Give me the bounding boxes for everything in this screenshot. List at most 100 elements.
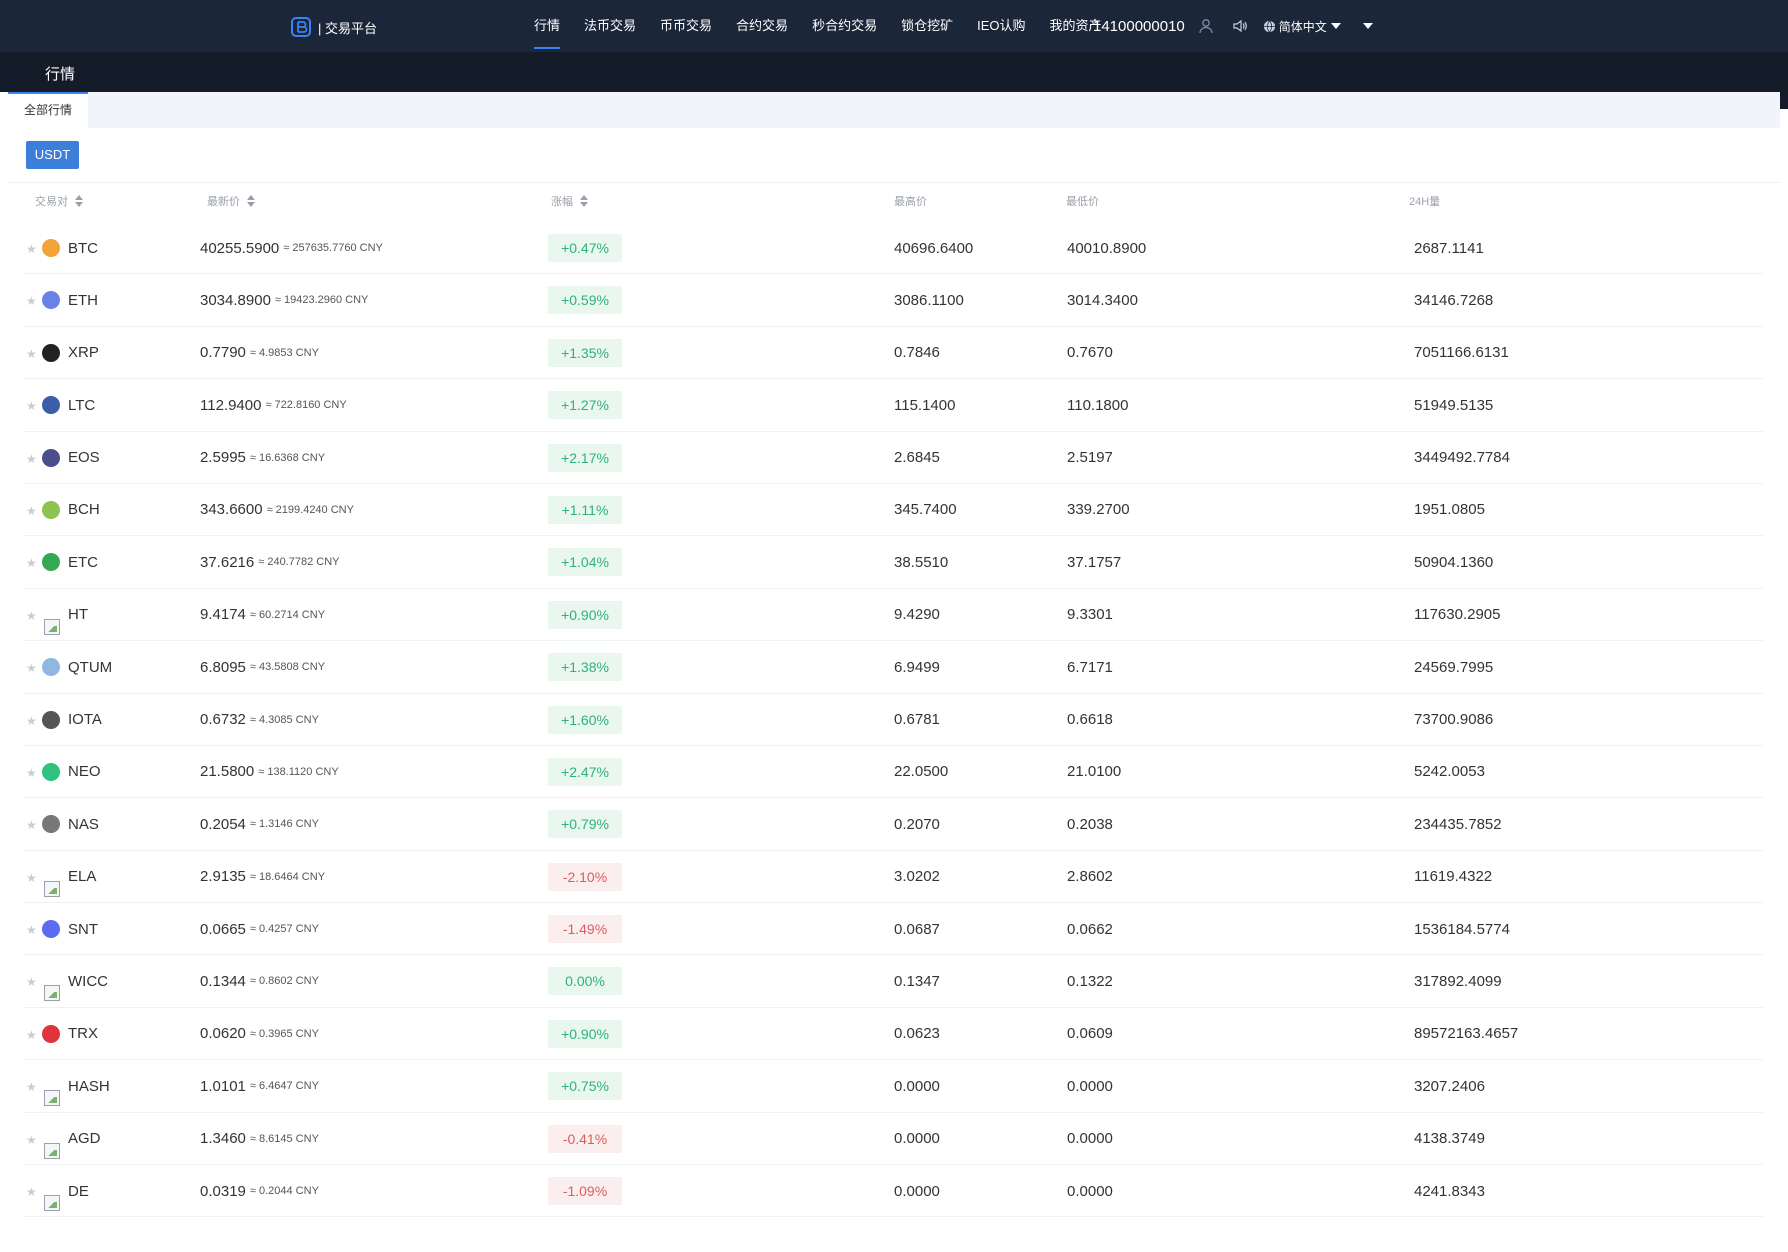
logo[interactable]: | 交易平台 bbox=[290, 16, 377, 38]
nav-second-contract[interactable]: 秒合约交易 bbox=[812, 18, 878, 33]
table-row[interactable]: ★ DE 0.0319 ≈ 0.2044 CNY -1.09% 0.0000 0.0000 4… bbox=[24, 1165, 1764, 1218]
high-price: 0.0000 bbox=[894, 1077, 940, 1095]
account-area: 14100000010 简体中文 bbox=[1093, 0, 1389, 52]
language-selector[interactable]: 简体中文 bbox=[1263, 18, 1341, 35]
latest-price-cell: 37.6216 ≈ 240.7782 CNY bbox=[200, 536, 340, 588]
table-row[interactable]: ★ EOS 2.5995 ≈ 16.6368 CNY +2.17% 2.6845 2.519… bbox=[24, 432, 1764, 484]
divider bbox=[8, 182, 1780, 183]
favorite-star-icon[interactable]: ★ bbox=[26, 451, 37, 466]
broken-image-icon bbox=[44, 1090, 60, 1107]
table-row[interactable]: ★ NAS 0.2054 ≈ 1.3146 CNY +0.79% 0.2070 0.2038… bbox=[24, 798, 1764, 851]
favorite-star-icon[interactable]: ★ bbox=[26, 870, 37, 885]
latest-price-cell: 0.6732 ≈ 4.3085 CNY bbox=[200, 694, 319, 746]
table-row[interactable]: ★ XRP 0.7790 ≈ 4.9853 CNY +1.35% 0.7846 0.7670… bbox=[24, 327, 1764, 380]
column-change[interactable]: 涨幅 bbox=[551, 193, 588, 209]
table-row[interactable]: ★ LTC 112.9400 ≈ 722.8160 CNY +1.27% 115.1400… bbox=[24, 379, 1764, 432]
nav-market[interactable]: 行情 bbox=[534, 0, 561, 52]
pair-symbol: BTC bbox=[68, 239, 98, 257]
price-cny: ≈ 18.6464 CNY bbox=[249, 870, 326, 883]
market-table: ★ BTC 40255.5900 ≈ 257635.7760 CNY +0.47% 406… bbox=[24, 222, 1764, 1218]
price-cny: ≈ 0.8602 CNY bbox=[249, 975, 319, 988]
column-change-label: 涨幅 bbox=[551, 196, 573, 208]
table-row[interactable]: ★ ETC 37.6216 ≈ 240.7782 CNY +1.04% 38.5510 37… bbox=[24, 536, 1764, 589]
high-price: 0.0623 bbox=[894, 1025, 940, 1043]
latest-price: 343.6600 bbox=[200, 501, 263, 519]
favorite-star-icon[interactable]: ★ bbox=[26, 1080, 37, 1095]
table-row[interactable]: ★ BTC 40255.5900 ≈ 257635.7760 CNY +0.47% 406… bbox=[24, 222, 1764, 275]
favorite-star-icon[interactable]: ★ bbox=[26, 1027, 37, 1042]
table-row[interactable]: ★ WICC 0.1344 ≈ 0.8602 CNY 0.00% 0.1347 0.1322… bbox=[24, 955, 1764, 1008]
high-price: 0.0000 bbox=[894, 1182, 940, 1200]
broken-image-icon bbox=[44, 880, 60, 897]
change-badge: +1.11% bbox=[548, 495, 622, 524]
volume-24h: 89572163.4657 bbox=[1414, 1025, 1519, 1043]
column-latest-price[interactable]: 最新价 bbox=[207, 193, 255, 209]
low-price: 37.1757 bbox=[1067, 553, 1122, 571]
price-cny: ≈ 16.6368 CNY bbox=[249, 451, 326, 464]
latest-price: 0.6732 bbox=[200, 711, 246, 729]
favorite-star-icon[interactable]: ★ bbox=[26, 713, 37, 728]
table-row[interactable]: ★ BCH 343.6600 ≈ 2199.4240 CNY +1.11% 345.740… bbox=[24, 484, 1764, 537]
pair-symbol: NAS bbox=[68, 815, 99, 833]
volume-24h: 4241.8343 bbox=[1414, 1182, 1485, 1200]
table-row[interactable]: ★ HT 9.4174 ≈ 60.2714 CNY +0.90% 9.4290 9.3301… bbox=[24, 589, 1764, 642]
table-row[interactable]: ★ ELA 2.9135 ≈ 18.6464 CNY -2.10% 3.0202 2.860… bbox=[24, 851, 1764, 904]
favorite-star-icon[interactable]: ★ bbox=[26, 346, 37, 361]
favorite-star-icon[interactable]: ★ bbox=[26, 975, 37, 990]
change-badge: +1.27% bbox=[548, 391, 622, 420]
account-id[interactable]: 14100000010 bbox=[1093, 17, 1185, 35]
volume-24h: 2687.1141 bbox=[1414, 239, 1484, 257]
favorite-star-icon[interactable]: ★ bbox=[26, 242, 37, 256]
pair-symbol: BCH bbox=[68, 501, 100, 519]
latest-price: 0.0319 bbox=[200, 1182, 246, 1200]
table-row[interactable]: ★ IOTA 0.6732 ≈ 4.3085 CNY +1.60% 0.6781 0.661… bbox=[24, 694, 1764, 746]
table-row[interactable]: ★ HASH 1.0101 ≈ 6.4647 CNY +0.75% 0.0000 0.000… bbox=[24, 1060, 1764, 1113]
favorite-star-icon[interactable]: ★ bbox=[26, 1132, 37, 1147]
nav-spot-trade[interactable]: 币币交易 bbox=[660, 18, 713, 33]
table-row[interactable]: ★ AGD 1.3460 ≈ 8.6145 CNY -0.41% 0.0000 0.0000… bbox=[24, 1113, 1764, 1166]
favorite-star-icon[interactable]: ★ bbox=[26, 661, 37, 676]
table-row[interactable]: ★ ETH 3034.8900 ≈ 19423.2960 CNY +0.59% 3086.… bbox=[24, 274, 1764, 327]
nav-contract-trade[interactable]: 合约交易 bbox=[736, 18, 789, 33]
speaker-icon[interactable] bbox=[1229, 15, 1251, 37]
user-icon[interactable] bbox=[1195, 15, 1217, 37]
pair-symbol: IOTA bbox=[68, 711, 102, 729]
tab-all-markets[interactable]: 全部行情 bbox=[8, 92, 88, 128]
favorite-star-icon[interactable]: ★ bbox=[26, 923, 37, 938]
favorite-star-icon[interactable]: ★ bbox=[26, 503, 37, 518]
change-badge: +0.59% bbox=[548, 286, 622, 315]
pair-symbol: NEO bbox=[68, 763, 101, 781]
table-row[interactable]: ★ NEO 21.5800 ≈ 138.1120 CNY +2.47% 22.0500 21… bbox=[24, 746, 1764, 799]
ethereum-icon bbox=[42, 291, 60, 310]
table-row[interactable]: ★ SNT 0.0665 ≈ 0.4257 CNY -1.49% 0.0687 0.0662… bbox=[24, 903, 1764, 956]
high-price: 22.0500 bbox=[894, 763, 949, 781]
change-badge: -0.41% bbox=[548, 1124, 622, 1153]
favorite-star-icon[interactable]: ★ bbox=[26, 399, 37, 414]
nav-my-assets[interactable]: 我的资产 bbox=[1049, 18, 1102, 33]
menu-dropdown-icon[interactable] bbox=[1355, 15, 1377, 37]
favorite-star-icon[interactable]: ★ bbox=[26, 1185, 37, 1200]
nav-fiat-trade[interactable]: 法币交易 bbox=[584, 18, 637, 33]
pair-symbol: TRX bbox=[68, 1025, 98, 1043]
change-badge: +1.04% bbox=[548, 548, 622, 577]
usdt-filter-button[interactable]: USDT bbox=[26, 141, 79, 169]
favorite-star-icon[interactable]: ★ bbox=[26, 608, 37, 623]
latest-price-cell: 3034.8900 ≈ 19423.2960 CNY bbox=[200, 274, 368, 326]
low-price: 0.0000 bbox=[1067, 1182, 1113, 1200]
favorite-star-icon[interactable]: ★ bbox=[26, 294, 37, 309]
volume-24h: 117630.2905 bbox=[1414, 606, 1501, 624]
column-pair[interactable]: 交易对 bbox=[35, 193, 83, 209]
nav-lock-mining[interactable]: 锁仓挖矿 bbox=[901, 18, 954, 33]
low-price: 40010.8900 bbox=[1067, 239, 1147, 257]
table-row[interactable]: ★ TRX 0.0620 ≈ 0.3965 CNY +0.90% 0.0623 0.0609… bbox=[24, 1008, 1764, 1061]
nav-ieo[interactable]: IEO认购 bbox=[977, 18, 1026, 33]
price-cny: ≈ 4.9853 CNY bbox=[249, 346, 319, 359]
column-volume: 24H量 bbox=[1409, 193, 1440, 209]
eos-icon bbox=[42, 448, 60, 467]
low-price: 2.8602 bbox=[1067, 868, 1113, 886]
favorite-star-icon[interactable]: ★ bbox=[26, 818, 37, 833]
low-price: 2.5197 bbox=[1067, 449, 1113, 467]
favorite-star-icon[interactable]: ★ bbox=[26, 556, 37, 571]
table-row[interactable]: ★ QTUM 6.8095 ≈ 43.5808 CNY +1.38% 6.9499 6.71… bbox=[24, 641, 1764, 694]
favorite-star-icon[interactable]: ★ bbox=[26, 765, 37, 780]
